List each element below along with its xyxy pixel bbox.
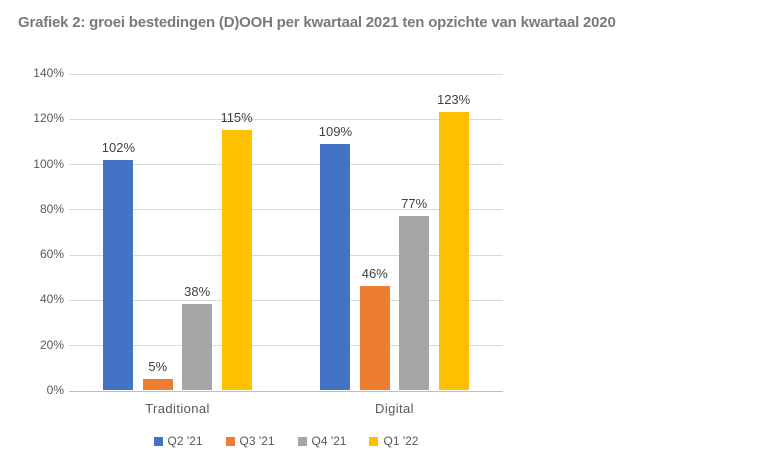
gridline [69,254,503,256]
y-axis-tick-label: 60% [39,247,64,262]
legend-swatch-icon [153,436,163,446]
y-axis-tick-label: 80% [39,201,64,216]
y-axis-tick-label: 20% [39,337,64,352]
legend-item: Q1 '22 [369,434,418,448]
legend-swatch-icon [297,436,307,446]
chart-legend: Q2 '21 Q3 '21 Q4 '21 Q1 '22 [69,434,503,448]
y-axis-tick-label: 40% [39,292,64,307]
x-axis-category-label: Digital [375,400,414,416]
legend-item: Q4 '21 [297,434,347,448]
legend-label: Q4 '21 [311,434,347,448]
bar-data-label: 5% [148,359,168,375]
y-axis-tick-label: 120% [33,111,64,126]
legend-item: Q2 '21 [153,434,203,448]
legend-swatch-icon [369,436,379,446]
gridline [69,345,503,347]
bar-data-label: 102% [101,139,136,155]
gridline [69,73,503,75]
x-axis-category-label: Traditional [145,400,210,416]
bar-traditional-3 [182,304,213,391]
legend-item: Q3 '21 [225,434,275,448]
legend-label: Q2 '21 [167,434,203,448]
bar-traditional-1 [103,159,134,391]
bar-data-label: 123% [436,91,471,107]
legend-label: Q3 '21 [239,434,275,448]
gridline [69,209,503,211]
bar-digital-4 [438,111,469,391]
gridline [69,164,503,166]
bar-traditional-2 [142,379,173,391]
legend-swatch-icon [225,436,235,446]
bar-digital-1 [320,143,351,391]
bar-traditional-4 [221,130,252,391]
bar-data-label: 38% [184,284,211,300]
x-axis-line [69,390,503,392]
bar-data-label: 109% [318,123,353,139]
legend-label: Q1 '22 [383,434,419,448]
bar-digital-3 [399,216,430,391]
bar-data-label: 77% [401,196,428,212]
gridline [69,118,503,120]
bar-digital-2 [359,286,390,391]
y-axis-tick-label: 100% [33,156,64,171]
bar-data-label: 115% [220,110,253,126]
bar-data-label: 46% [361,266,388,282]
y-axis-tick-label: 0% [46,383,64,397]
chart-title: Grafiek 2: groei bestedingen (D)OOH per … [18,14,616,31]
y-axis-tick-label: 140% [33,66,64,80]
gridline [69,299,503,301]
